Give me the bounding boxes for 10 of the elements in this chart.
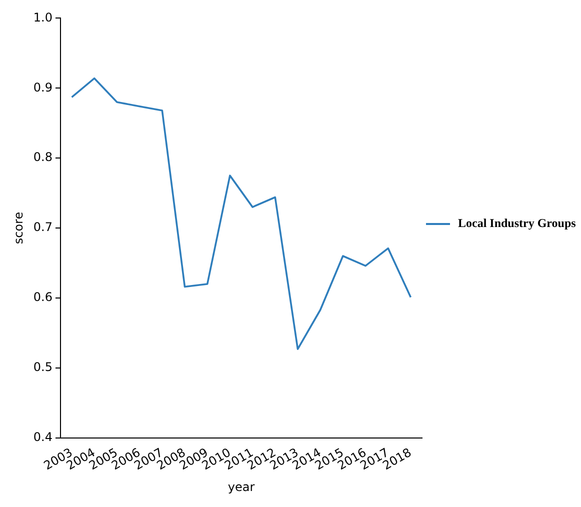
x-axis-title: year (228, 480, 255, 494)
legend-label: Local Industry Groups (458, 216, 576, 231)
y-tick-label: 0.6 (33, 290, 52, 304)
y-tick-label: 0.4 (33, 430, 52, 444)
y-tick-label: 0.9 (33, 80, 52, 94)
y-tick-label: 1.0 (33, 10, 52, 24)
y-axis-title: score (11, 212, 26, 244)
y-tick-label: 0.5 (33, 360, 52, 374)
y-tick-label: 0.7 (33, 220, 52, 234)
y-tick-label: 0.8 (33, 150, 52, 164)
